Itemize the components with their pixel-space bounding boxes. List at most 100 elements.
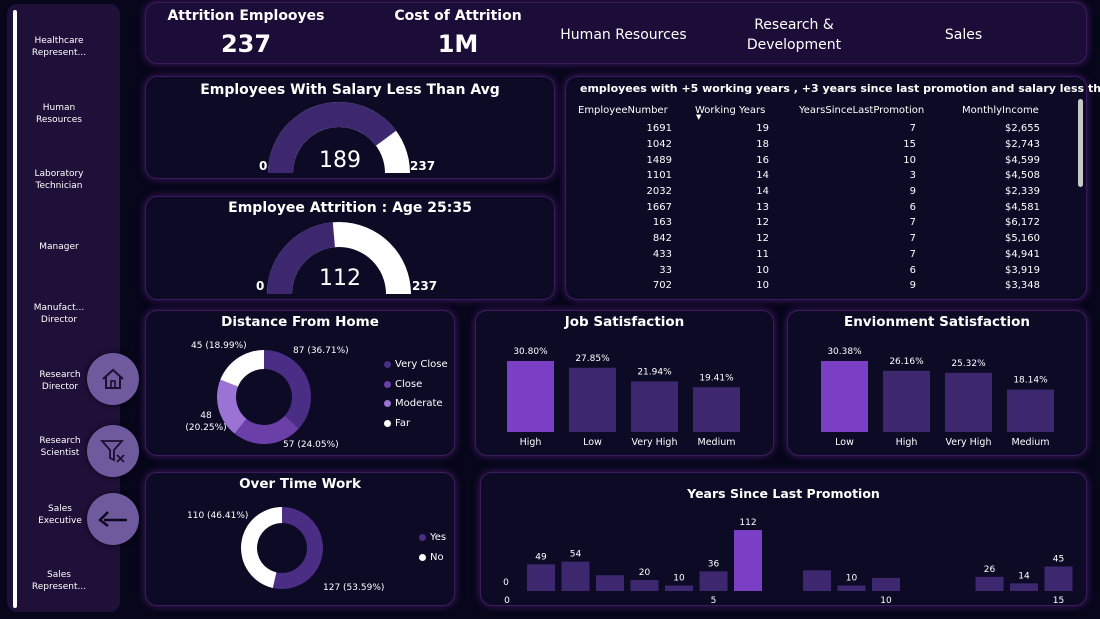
salary-gauge-card: Employees With Salary Less Than Avg 189 … (145, 76, 555, 179)
bar-value-label: 18.14% (1013, 376, 1048, 386)
bar[interactable] (803, 570, 831, 591)
clear-filters-button[interactable] (87, 425, 139, 477)
sidebar-item-laboratory-technician[interactable]: Laboratory Technician (34, 169, 84, 191)
table-row[interactable]: 842 12 7 $5,160 (578, 231, 1040, 247)
sort-desc-icon: ▼ (696, 113, 702, 121)
bar[interactable] (507, 361, 554, 432)
bar[interactable] (693, 387, 740, 432)
donut-slice[interactable] (217, 379, 247, 434)
sidebar-item-research-director[interactable]: Research Director (39, 370, 81, 392)
legend-dot (419, 534, 426, 542)
legend-label: No (430, 551, 444, 563)
table-row[interactable]: 1667 13 6 $4,581 (578, 199, 1040, 215)
donut-slice[interactable] (220, 350, 264, 387)
bar[interactable] (596, 575, 624, 591)
sidebar-item-sales-executive[interactable]: Sales Executive (38, 504, 82, 526)
bar[interactable] (527, 564, 555, 591)
sidebar-item-research-scientist[interactable]: Research Scientist (39, 436, 81, 458)
dept-human-resources[interactable]: Human Resources (560, 27, 687, 43)
years-since-promotion-chart: 49 54 20 10 36 112 10 26 14 45 0 5 10 15 0 (503, 518, 1073, 606)
legend-label: Yes (430, 532, 447, 544)
column-header-years-since-last-promotion[interactable]: YearsSinceLastPromotion (799, 104, 925, 116)
table-row[interactable]: 702 10 9 $3,348 (578, 278, 1040, 294)
table-cell: 433 (652, 248, 672, 260)
bar[interactable] (1044, 566, 1073, 591)
legend-dot (384, 400, 391, 408)
bar[interactable] (561, 561, 590, 591)
bar[interactable] (821, 361, 868, 432)
bar-value-label: 21.94% (637, 367, 672, 377)
x-tick-label: 15 (1053, 596, 1064, 606)
bar[interactable] (665, 585, 693, 591)
bar[interactable] (883, 370, 930, 432)
bar[interactable] (837, 585, 866, 591)
bar[interactable] (734, 530, 762, 591)
back-button[interactable] (87, 493, 139, 545)
table-cell: 1489 (646, 154, 672, 166)
table-cell: 16 (756, 154, 769, 166)
bar[interactable] (630, 580, 659, 591)
table-cell: 33 (659, 264, 672, 276)
employee-table-body: 1691 19 7 $2,655 1042 18 15 $2,743 1489 16 10 $4,59… (578, 121, 1040, 294)
table-cell: 1691 (646, 123, 672, 135)
table-cell: $4,941 (1005, 248, 1040, 260)
column-header-working-years[interactable]: Working Years ▼ (695, 99, 799, 122)
sidebar-item-sales-representative[interactable]: Sales Represent... (31, 570, 87, 592)
bar[interactable] (1010, 583, 1038, 591)
table-header-row: EmployeeNumber Working Years ▼ YearsSince… (578, 99, 1040, 122)
x-tick-label: 10 (880, 596, 892, 606)
table-cell: 2032 (646, 186, 672, 198)
category-label: Very High (946, 437, 992, 448)
bar[interactable] (945, 372, 992, 432)
table-row[interactable]: 433 11 7 $4,941 (578, 247, 1040, 263)
salary-gauge-min: 0 (259, 159, 268, 173)
y-zero-label: 0 (503, 578, 509, 588)
sidebar-item-human-resources[interactable]: Human Resources (36, 103, 82, 125)
table-row[interactable]: 2032 14 9 $2,339 (578, 184, 1040, 200)
legend-item[interactable]: Yes (419, 528, 446, 548)
bar-value-label: 14 (1018, 571, 1030, 581)
sidebar-item-healthcare-representative[interactable]: Healthcare Represent... (31, 36, 87, 58)
legend-item[interactable]: No (419, 548, 446, 568)
table-row[interactable]: 1489 16 10 $4,599 (578, 152, 1040, 168)
legend-item[interactable]: Very Close (384, 355, 448, 375)
bar[interactable] (872, 577, 900, 591)
table-row[interactable]: 1042 18 15 $2,743 (578, 137, 1040, 153)
dept-sales[interactable]: Sales (944, 27, 983, 43)
table-cell: 19 (756, 123, 769, 135)
donut-slice[interactable] (272, 507, 324, 589)
dept-research-development[interactable]: Research & Development (746, 17, 842, 53)
home-button[interactable] (87, 353, 139, 405)
x-tick-label: 5 (711, 596, 717, 606)
table-row[interactable]: 1101 14 3 $4,508 (578, 168, 1040, 184)
bar[interactable] (699, 571, 728, 591)
table-row[interactable]: 163 12 7 $6,172 (578, 215, 1040, 231)
bar[interactable] (569, 367, 616, 432)
table-cell: 14 (756, 170, 769, 182)
bar-value-label: 20 (639, 568, 651, 578)
slice-label: 48 (200, 411, 212, 421)
bar[interactable] (975, 576, 1004, 591)
column-header-employeenumber[interactable]: EmployeeNumber (578, 104, 668, 116)
kpi-header-card: Attrition Emplooyes 237 Cost of Attritio… (145, 2, 1087, 64)
bar[interactable] (631, 381, 678, 432)
category-label: Medium (1012, 437, 1050, 448)
bar[interactable] (1007, 389, 1054, 432)
legend-item[interactable]: Moderate (384, 394, 448, 414)
table-row[interactable]: 1691 19 7 $2,655 (578, 121, 1040, 137)
donut-slice[interactable] (234, 415, 299, 444)
sidebar-item-manager[interactable]: Manager (39, 242, 79, 252)
legend-item[interactable]: Close (384, 375, 448, 395)
column-header-monthly-income[interactable]: MonthlyIncome (962, 104, 1039, 116)
sidebar-scrollbar[interactable] (13, 10, 17, 608)
table-cell: $5,160 (1005, 233, 1040, 245)
employee-table-title: employees with +5 working years , +3 yea… (580, 82, 1100, 95)
donut-slice[interactable] (264, 350, 311, 429)
sidebar-item-manufacturing-director[interactable]: Manufact... Director (33, 303, 85, 325)
donut-slice[interactable] (241, 507, 282, 588)
table-row[interactable]: 33 10 6 $3,919 (578, 262, 1040, 278)
bar-value-label: 45 (1053, 554, 1064, 564)
legend-item[interactable]: Far (384, 414, 448, 434)
table-scrollbar[interactable] (1078, 99, 1083, 187)
sidebar: Healthcare Represent... Human Resources … (7, 4, 120, 612)
